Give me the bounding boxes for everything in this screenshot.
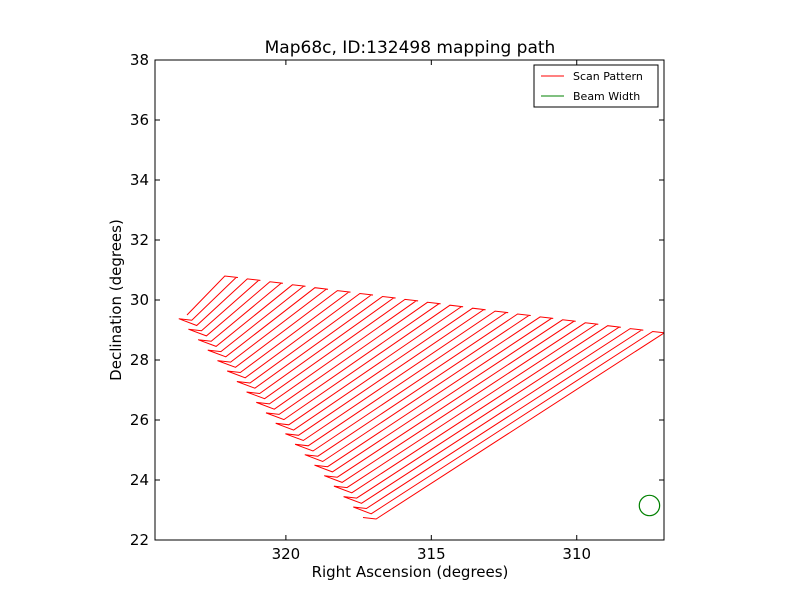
y-tick-label: 26 [130,411,149,429]
scan-pattern-layer [178,275,664,520]
chart-title: Map68c, ID:132498 mapping path [265,38,556,58]
x-tick-label: 315 [417,545,446,563]
y-tick-label: 34 [130,171,149,189]
x-axis-label: Right Ascension (degrees) [312,563,509,581]
y-tick-label: 22 [130,531,149,549]
legend: Scan Pattern Beam Width [533,64,659,108]
beam-width-layer [638,494,661,517]
legend-box [533,64,659,108]
y-tick-label: 24 [130,471,149,489]
y-tick-label: 38 [130,51,149,69]
legend-beam-label: Beam Width [573,90,640,103]
y-tick-label: 28 [130,351,149,369]
legend-scan-label: Scan Pattern [573,70,643,83]
y-tick-label: 32 [130,231,149,249]
y-tick-label: 36 [130,111,149,129]
y-axis-ticks: 22 24 26 28 30 32 34 36 38 [130,51,664,549]
x-tick-label: 310 [562,545,591,563]
x-axis-ticks: 320 315 310 [272,60,591,563]
y-tick-label: 30 [130,291,149,309]
y-axis-label: Declination (degrees) [107,219,125,381]
scan-pattern-line [178,275,664,520]
beam-width-circle [638,494,661,517]
x-tick-label: 320 [272,545,301,563]
